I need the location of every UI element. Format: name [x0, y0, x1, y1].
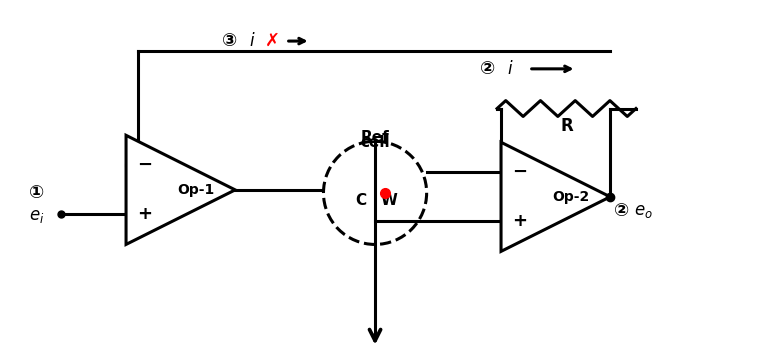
Text: $e_o$: $e_o$: [634, 202, 653, 220]
Text: +: +: [137, 206, 152, 223]
Text: −: −: [512, 163, 527, 181]
Text: ③: ③: [221, 32, 237, 50]
Text: cell: cell: [360, 135, 390, 150]
Text: W: W: [381, 193, 398, 208]
Text: ②: ②: [614, 202, 629, 220]
Text: $i$: $i$: [249, 32, 256, 50]
Text: $e_i$: $e_i$: [29, 207, 44, 225]
Polygon shape: [501, 142, 610, 251]
Text: ①: ①: [29, 184, 44, 202]
Text: $i$: $i$: [507, 60, 513, 78]
Text: Op-1: Op-1: [177, 183, 214, 197]
Text: Op-2: Op-2: [552, 190, 590, 204]
Text: Ref: Ref: [361, 130, 389, 145]
Text: +: +: [512, 213, 527, 230]
Text: R: R: [560, 117, 573, 135]
Text: −: −: [137, 156, 152, 174]
Text: C: C: [356, 193, 367, 208]
Polygon shape: [126, 135, 235, 244]
Text: ②: ②: [479, 60, 494, 78]
Text: ✗: ✗: [265, 32, 280, 50]
